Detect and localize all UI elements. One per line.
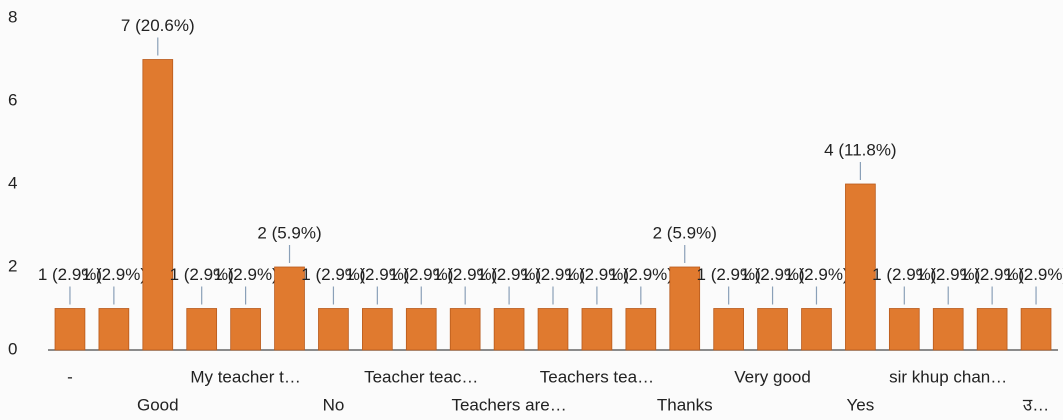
bar xyxy=(537,308,569,351)
value-label: 1 (2.9%) xyxy=(565,265,629,284)
bar xyxy=(1020,308,1052,351)
value-label: 1 (2.9%) xyxy=(345,265,409,284)
x-tick-label: sir khup chan… xyxy=(889,367,1007,386)
y-tick-label: 0 xyxy=(8,339,17,358)
value-label: 1 (2.9%) xyxy=(170,265,234,284)
y-tick-label: 2 xyxy=(8,256,17,275)
bar xyxy=(625,308,657,351)
value-label: 1 (2.9%) xyxy=(301,265,365,284)
x-tick-label: उ… xyxy=(1023,395,1049,414)
bar xyxy=(669,266,701,351)
value-label: 1 (2.9%) xyxy=(521,265,585,284)
x-tick-label: Yes xyxy=(847,395,875,414)
bar xyxy=(801,308,832,351)
value-label: 1 (2.9%) xyxy=(740,265,804,284)
x-tick-label: My teacher t… xyxy=(190,367,301,386)
value-label: 1 (2.9%) xyxy=(82,265,146,284)
x-tick-label: No xyxy=(323,395,345,414)
value-label: 1 (2.9%) xyxy=(872,265,936,284)
bar xyxy=(932,308,964,351)
value-label: 1 (2.9%) xyxy=(213,265,277,284)
x-tick-label: Very good xyxy=(734,367,811,386)
value-label: 1 (2.9%) xyxy=(916,265,980,284)
value-label: 1 (2.9%) xyxy=(1004,265,1063,284)
y-tick-label: 8 xyxy=(8,7,17,26)
x-tick-label: Thanks xyxy=(657,395,713,414)
bar xyxy=(581,308,613,351)
bar xyxy=(493,308,525,351)
bar xyxy=(757,308,788,351)
bar xyxy=(362,308,393,351)
value-label: 1 (2.9%) xyxy=(609,265,673,284)
bar xyxy=(98,308,130,351)
bar xyxy=(318,308,349,351)
bar xyxy=(888,308,920,351)
bar xyxy=(713,308,744,351)
x-tick-label: Good xyxy=(137,395,179,414)
value-label: 4 (11.8%) xyxy=(824,140,896,159)
bar xyxy=(845,183,876,351)
bar xyxy=(142,59,174,351)
value-label: 2 (5.9%) xyxy=(653,223,717,242)
bar xyxy=(186,308,218,351)
x-tick-label: Teacher teac… xyxy=(364,367,478,386)
bar xyxy=(54,308,86,351)
bar xyxy=(230,308,261,351)
value-label: 1 (2.9%) xyxy=(477,265,541,284)
bar xyxy=(405,308,437,351)
x-tick-label: - xyxy=(67,367,73,386)
x-tick-label: Teachers tea… xyxy=(540,367,654,386)
y-tick-label: 4 xyxy=(8,173,17,192)
value-label: 2 (5.9%) xyxy=(257,223,321,242)
y-tick-label: 6 xyxy=(8,90,17,109)
value-label: 1 (2.9%) xyxy=(784,265,848,284)
bar xyxy=(449,308,481,351)
bar xyxy=(274,266,305,351)
value-label: 7 (20.6%) xyxy=(121,16,195,35)
value-label: 1 (2.9%) xyxy=(433,265,497,284)
bar xyxy=(976,308,1008,351)
value-label: 1 (2.9%) xyxy=(960,265,1024,284)
value-label: 1 (2.9%) xyxy=(38,265,102,284)
value-label: 1 (2.9%) xyxy=(389,265,453,284)
x-tick-label: Teachers are… xyxy=(451,395,566,414)
value-label: 1 (2.9%) xyxy=(697,265,761,284)
